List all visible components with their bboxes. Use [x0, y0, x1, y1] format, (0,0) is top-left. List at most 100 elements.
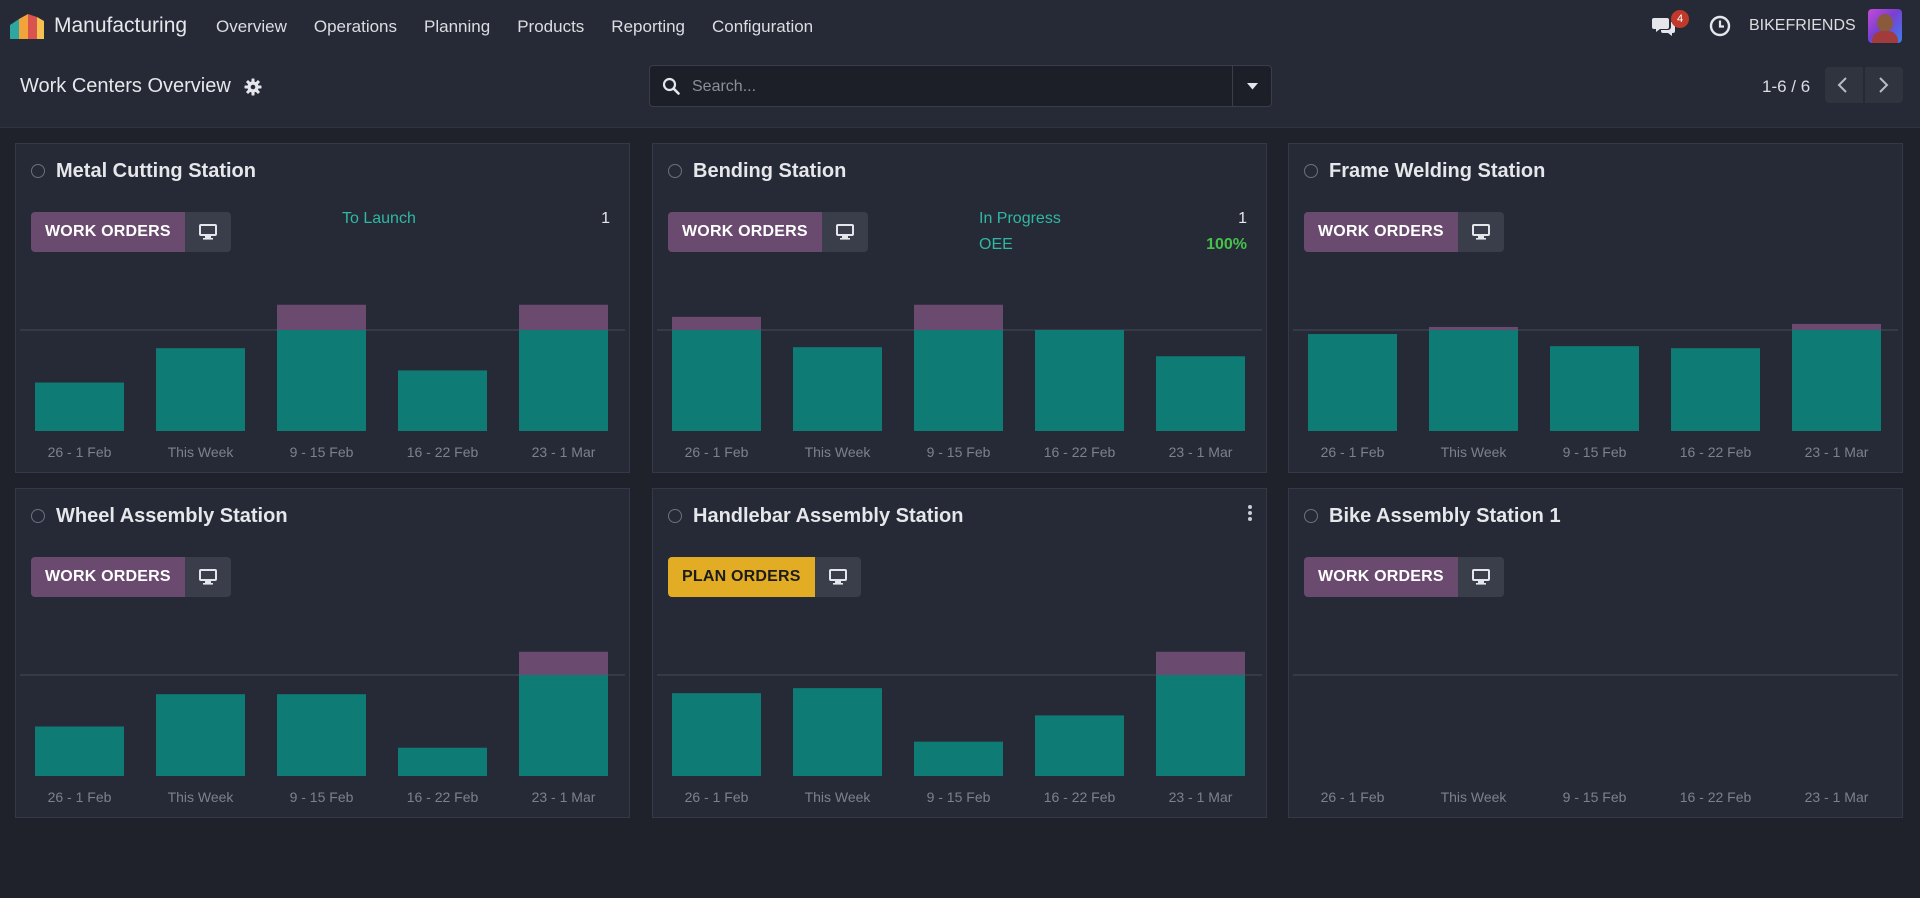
- week-tick-label: This Week: [805, 789, 872, 805]
- manufacturing-app-icon[interactable]: [10, 13, 44, 39]
- load-bar[interactable]: [1156, 356, 1245, 431]
- work-center-name[interactable]: Handlebar Assembly Station: [693, 505, 964, 527]
- load-bar[interactable]: [914, 741, 1003, 776]
- overload-bar[interactable]: [672, 316, 761, 330]
- overload-bar[interactable]: [277, 304, 366, 330]
- overload-bar[interactable]: [914, 304, 1003, 330]
- work-center-card-bending-station[interactable]: Bending Station WORK ORDERS In Progress 1 OE…: [652, 143, 1267, 473]
- chat-icon[interactable]: [1652, 15, 1676, 37]
- overload-bar[interactable]: [519, 651, 608, 675]
- load-bar[interactable]: [1792, 330, 1881, 431]
- work-center-card-bike-assembly-station-1[interactable]: Bike Assembly Station 1 WORK ORDERS 26 - 1…: [1288, 488, 1903, 818]
- company-switcher[interactable]: BIKEFRIENDS: [1749, 17, 1856, 34]
- load-bar[interactable]: [35, 382, 124, 431]
- work-orders-button[interactable]: WORK ORDERS: [31, 212, 185, 252]
- load-bar[interactable]: [793, 688, 882, 776]
- stat-value: 1: [1238, 210, 1247, 227]
- card-select-radio[interactable]: [1304, 164, 1318, 178]
- card-select-radio[interactable]: [1304, 509, 1318, 523]
- work-center-name[interactable]: Wheel Assembly Station: [56, 505, 288, 527]
- pager-previous-button[interactable]: [1825, 67, 1863, 103]
- app-name[interactable]: Manufacturing: [54, 14, 188, 37]
- page-title: Work Centers Overview: [20, 75, 231, 97]
- week-tick-label: 23 - 1 Mar: [1805, 789, 1869, 805]
- load-bar[interactable]: [156, 348, 245, 431]
- search-input[interactable]: [690, 74, 1234, 100]
- week-tick-label: 16 - 22 Feb: [407, 444, 479, 460]
- gear-icon[interactable]: [244, 78, 262, 96]
- card-button-group: PLAN ORDERS: [668, 557, 861, 597]
- menu-reporting[interactable]: Reporting: [611, 17, 686, 36]
- load-bar[interactable]: [1035, 330, 1124, 431]
- load-bar[interactable]: [672, 693, 761, 776]
- user-avatar[interactable]: [1868, 9, 1902, 43]
- load-bar[interactable]: [398, 747, 487, 776]
- card-select-radio[interactable]: [31, 164, 45, 178]
- work-orders-button[interactable]: WORK ORDERS: [1304, 557, 1458, 597]
- work-center-name[interactable]: Bending Station: [693, 160, 847, 182]
- stat-to-launch[interactable]: To Launch 1: [342, 210, 610, 228]
- card-select-radio[interactable]: [31, 509, 45, 523]
- load-bar[interactable]: [35, 726, 124, 776]
- week-tick-label: 26 - 1 Feb: [685, 789, 749, 805]
- load-bar[interactable]: [672, 330, 761, 431]
- load-bar[interactable]: [519, 675, 608, 776]
- stat-in-progress[interactable]: In Progress 1: [979, 210, 1247, 228]
- load-bar[interactable]: [793, 347, 882, 431]
- work-center-card-wheel-assembly-station[interactable]: Wheel Assembly Station WORK ORDERS 26 - 1 …: [15, 488, 630, 818]
- work-orders-button[interactable]: WORK ORDERS: [668, 212, 822, 252]
- work-center-name[interactable]: Metal Cutting Station: [56, 160, 256, 182]
- card-select-radio[interactable]: [668, 509, 682, 523]
- load-bar[interactable]: [156, 694, 245, 776]
- card-select-radio[interactable]: [668, 164, 682, 178]
- load-bar[interactable]: [914, 330, 1003, 431]
- load-chart: 26 - 1 Feb This Week 9 - 15 Feb 16 - 22 Feb…: [20, 304, 625, 460]
- load-bar[interactable]: [1550, 346, 1639, 431]
- pager-value[interactable]: 1-6 / 6: [1762, 77, 1811, 96]
- main-menu: Overview Operations Planning Products Re…: [216, 17, 840, 37]
- overload-bar[interactable]: [1429, 326, 1518, 330]
- card-options-kebab-icon[interactable]: [1248, 505, 1252, 521]
- work-center-card-frame-welding-station[interactable]: Frame Welding Station WORK ORDERS 26 - 1 F…: [1288, 143, 1903, 473]
- week-tick-label: 16 - 22 Feb: [407, 789, 479, 805]
- work-center-name[interactable]: Bike Assembly Station 1: [1329, 505, 1561, 527]
- work-center-card-handlebar-assembly-station[interactable]: Handlebar Assembly Station PLAN ORDERS 26 …: [652, 488, 1267, 818]
- shop-floor-button[interactable]: [814, 557, 861, 597]
- menu-planning[interactable]: Planning: [424, 17, 491, 36]
- work-center-card-metal-cutting-station[interactable]: Metal Cutting Station WORK ORDERS To Launc…: [15, 143, 630, 473]
- overload-bar[interactable]: [1156, 651, 1245, 675]
- load-bar[interactable]: [1156, 675, 1245, 776]
- menu-configuration[interactable]: Configuration: [712, 17, 814, 36]
- load-bar[interactable]: [519, 330, 608, 431]
- work-orders-button[interactable]: WORK ORDERS: [1304, 212, 1458, 252]
- load-bar[interactable]: [1671, 348, 1760, 431]
- load-bar[interactable]: [1308, 334, 1397, 431]
- load-bar[interactable]: [1035, 715, 1124, 776]
- week-tick-label: 23 - 1 Mar: [1169, 789, 1233, 805]
- pager-next-button[interactable]: [1865, 67, 1903, 103]
- overload-bar[interactable]: [519, 304, 608, 330]
- load-bar[interactable]: [277, 330, 366, 431]
- menu-operations[interactable]: Operations: [313, 17, 398, 36]
- shop-floor-button[interactable]: [184, 557, 231, 597]
- shop-floor-button[interactable]: [184, 212, 231, 252]
- monitor-icon: [198, 569, 217, 585]
- overload-bar[interactable]: [1792, 323, 1881, 330]
- shop-floor-button[interactable]: [1457, 212, 1504, 252]
- menu-overview[interactable]: Overview: [216, 17, 287, 36]
- work-center-name[interactable]: Frame Welding Station: [1329, 160, 1546, 182]
- clock-icon[interactable]: [1709, 15, 1731, 37]
- menu-products[interactable]: Products: [517, 17, 585, 36]
- load-bar[interactable]: [398, 370, 487, 431]
- work-orders-button[interactable]: WORK ORDERS: [31, 557, 185, 597]
- shop-floor-button[interactable]: [821, 212, 868, 252]
- chevron-left-icon: [1837, 77, 1847, 93]
- week-tick-label: 23 - 1 Mar: [532, 789, 596, 805]
- shop-floor-button[interactable]: [1457, 557, 1504, 597]
- load-bar[interactable]: [277, 694, 366, 776]
- load-bar[interactable]: [1429, 330, 1518, 431]
- search-options-toggle[interactable]: [1232, 66, 1271, 106]
- stat-oee[interactable]: OEE 100%: [979, 236, 1247, 254]
- plan-orders-button[interactable]: PLAN ORDERS: [668, 557, 815, 597]
- stat-value: 1: [601, 210, 610, 227]
